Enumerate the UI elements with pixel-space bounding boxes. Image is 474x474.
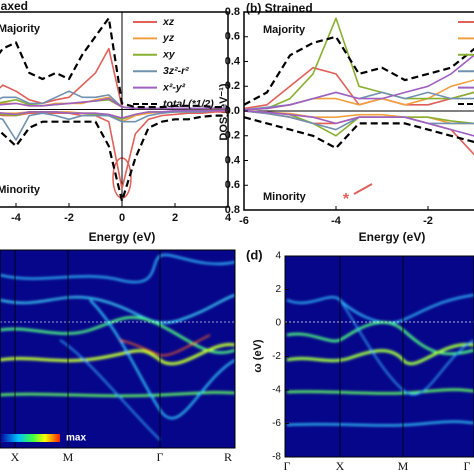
- x-tick-label: -2: [423, 215, 433, 227]
- y-tick-label: -6: [272, 418, 281, 429]
- kpoint-lines: [339, 256, 404, 457]
- y-tick-label: 4: [275, 251, 281, 262]
- legend-label: xz: [162, 16, 175, 28]
- dos-curve: [244, 54, 474, 111]
- spectral-map-c: [0, 250, 235, 448]
- dos-curve: [244, 116, 474, 150]
- x-axis-label: Energy (eV): [89, 230, 156, 244]
- plot-area: [0, 12, 228, 207]
- y-tick-label: 0.4: [225, 55, 241, 67]
- x-tick-label: -4: [331, 215, 342, 227]
- dos-curve: [244, 66, 474, 110]
- dos-curve: [0, 109, 228, 119]
- plot-frame: [0, 249, 236, 449]
- heatmap-background: [0, 250, 235, 448]
- y-tick-label: 0.0: [225, 105, 240, 117]
- y-tick-label: 2: [275, 284, 281, 295]
- legend-label: total (*1/2): [163, 98, 214, 110]
- plot-area: [244, 17, 474, 156]
- x-tick-label: Γ: [0, 450, 1, 464]
- dos-curve: [244, 110, 474, 156]
- dos-curve: [244, 17, 474, 111]
- y-tick-label: 0.2: [225, 80, 240, 92]
- dos-curve: [0, 111, 228, 190]
- y-axis-label: ω (eV): [252, 339, 264, 372]
- dos-curve: [0, 97, 228, 110]
- x-axis-label: Energy (eV): [359, 230, 426, 244]
- x-tick-label: M: [63, 450, 74, 464]
- x-tick-label: -6: [239, 215, 249, 227]
- x-tick-label: 4: [225, 212, 232, 224]
- spectral-map-d: [285, 256, 474, 457]
- x-tick-label: -4: [11, 212, 22, 224]
- y-tick-label: 0: [275, 318, 281, 329]
- dos-curve: [244, 110, 474, 137]
- annotation: Majority: [0, 23, 41, 35]
- legend-label: x²-y²: [162, 81, 186, 93]
- y-tick-label: 0.6: [225, 179, 240, 191]
- dos-curve: [0, 114, 228, 202]
- y-tick-label: 0.4: [225, 154, 241, 166]
- kpoint-lines: [14, 250, 161, 448]
- panel-label: (d): [246, 247, 263, 262]
- panel-title: (a) Relaxed: [0, 0, 28, 13]
- annotation: Minority: [0, 184, 41, 196]
- bands: [286, 294, 474, 427]
- x-tick-label: Γ: [157, 450, 164, 464]
- x-tick-label: M: [398, 459, 409, 473]
- x-tick-label: Γ: [464, 459, 471, 473]
- y-tick-label: -4: [272, 385, 281, 396]
- dos-curve: [244, 35, 474, 106]
- legend-label: xy: [162, 49, 176, 61]
- y-tick-label: 0.6: [225, 31, 240, 43]
- x-tick-label: X: [11, 450, 20, 464]
- y-tick-label: 0.2: [225, 130, 240, 142]
- x-tick-label: 2: [172, 212, 178, 224]
- x-tick-label: R: [224, 450, 232, 464]
- heatmap-background: [285, 256, 474, 457]
- y-tick-label: -8: [272, 452, 281, 463]
- legend-label: 3z²-r²: [163, 65, 189, 77]
- dos-curve: [244, 110, 474, 137]
- annotation: Minority: [263, 191, 307, 203]
- x-tick-label: 0: [119, 212, 125, 224]
- colorbar-label: max: [66, 433, 86, 444]
- y-tick-label: 0.8: [225, 6, 240, 18]
- y-tick-label: -2: [272, 351, 281, 362]
- legend-label: yz: [162, 32, 175, 44]
- dos-curve: [0, 109, 228, 141]
- x-tick-label: X: [336, 459, 345, 473]
- panel-title: (b) Strained: [246, 1, 313, 15]
- y-tick-label: 0.8: [225, 204, 240, 216]
- dos-curve: [244, 79, 474, 111]
- annotation-arrow: [353, 183, 373, 195]
- plot-frame: [0, 11, 229, 208]
- x-tick-label: -2: [64, 212, 74, 224]
- annotation-star: *: [343, 191, 350, 208]
- x-tick-label: Γ: [284, 459, 291, 473]
- annotation: Majority: [263, 24, 306, 36]
- colorbar: [0, 434, 60, 442]
- dos-curve: [0, 17, 228, 109]
